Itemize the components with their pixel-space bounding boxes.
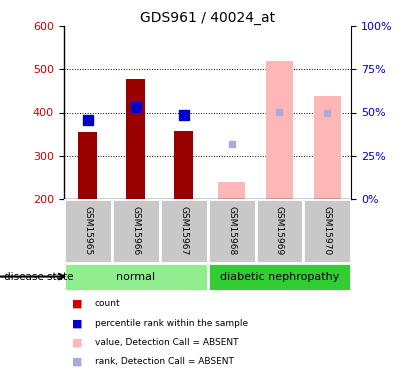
Bar (303, 199, 351, 262)
Text: GSM15970: GSM15970 (323, 206, 332, 255)
Text: GSM15968: GSM15968 (227, 206, 236, 255)
Text: ■: ■ (72, 299, 83, 309)
Bar (112, 199, 159, 262)
Bar (64, 199, 112, 262)
Text: ■: ■ (72, 357, 83, 367)
Text: diabetic nephropathy: diabetic nephropathy (220, 272, 339, 282)
Bar (314, 96, 341, 199)
Text: ■: ■ (72, 338, 83, 347)
Bar (208, 199, 256, 262)
Text: count: count (95, 300, 120, 309)
Text: percentile rank within the sample: percentile rank within the sample (95, 319, 248, 328)
Bar (218, 182, 245, 199)
Text: GSM15966: GSM15966 (131, 206, 140, 255)
Text: rank, Detection Call = ABSENT: rank, Detection Call = ABSENT (95, 357, 233, 366)
Bar (266, 61, 293, 199)
Text: GSM15969: GSM15969 (275, 206, 284, 255)
Bar (78, 132, 97, 199)
Bar (126, 79, 145, 199)
Bar (208, 262, 351, 291)
Text: disease state: disease state (4, 272, 74, 282)
Text: value, Detection Call = ABSENT: value, Detection Call = ABSENT (95, 338, 238, 347)
Bar (159, 199, 208, 262)
Bar (64, 262, 208, 291)
Bar (174, 130, 193, 199)
Text: GSM15967: GSM15967 (179, 206, 188, 255)
Text: GSM15965: GSM15965 (83, 206, 92, 255)
Title: GDS961 / 40024_at: GDS961 / 40024_at (140, 11, 275, 25)
Bar (256, 199, 303, 262)
Text: ■: ■ (72, 318, 83, 328)
Text: normal: normal (116, 272, 155, 282)
